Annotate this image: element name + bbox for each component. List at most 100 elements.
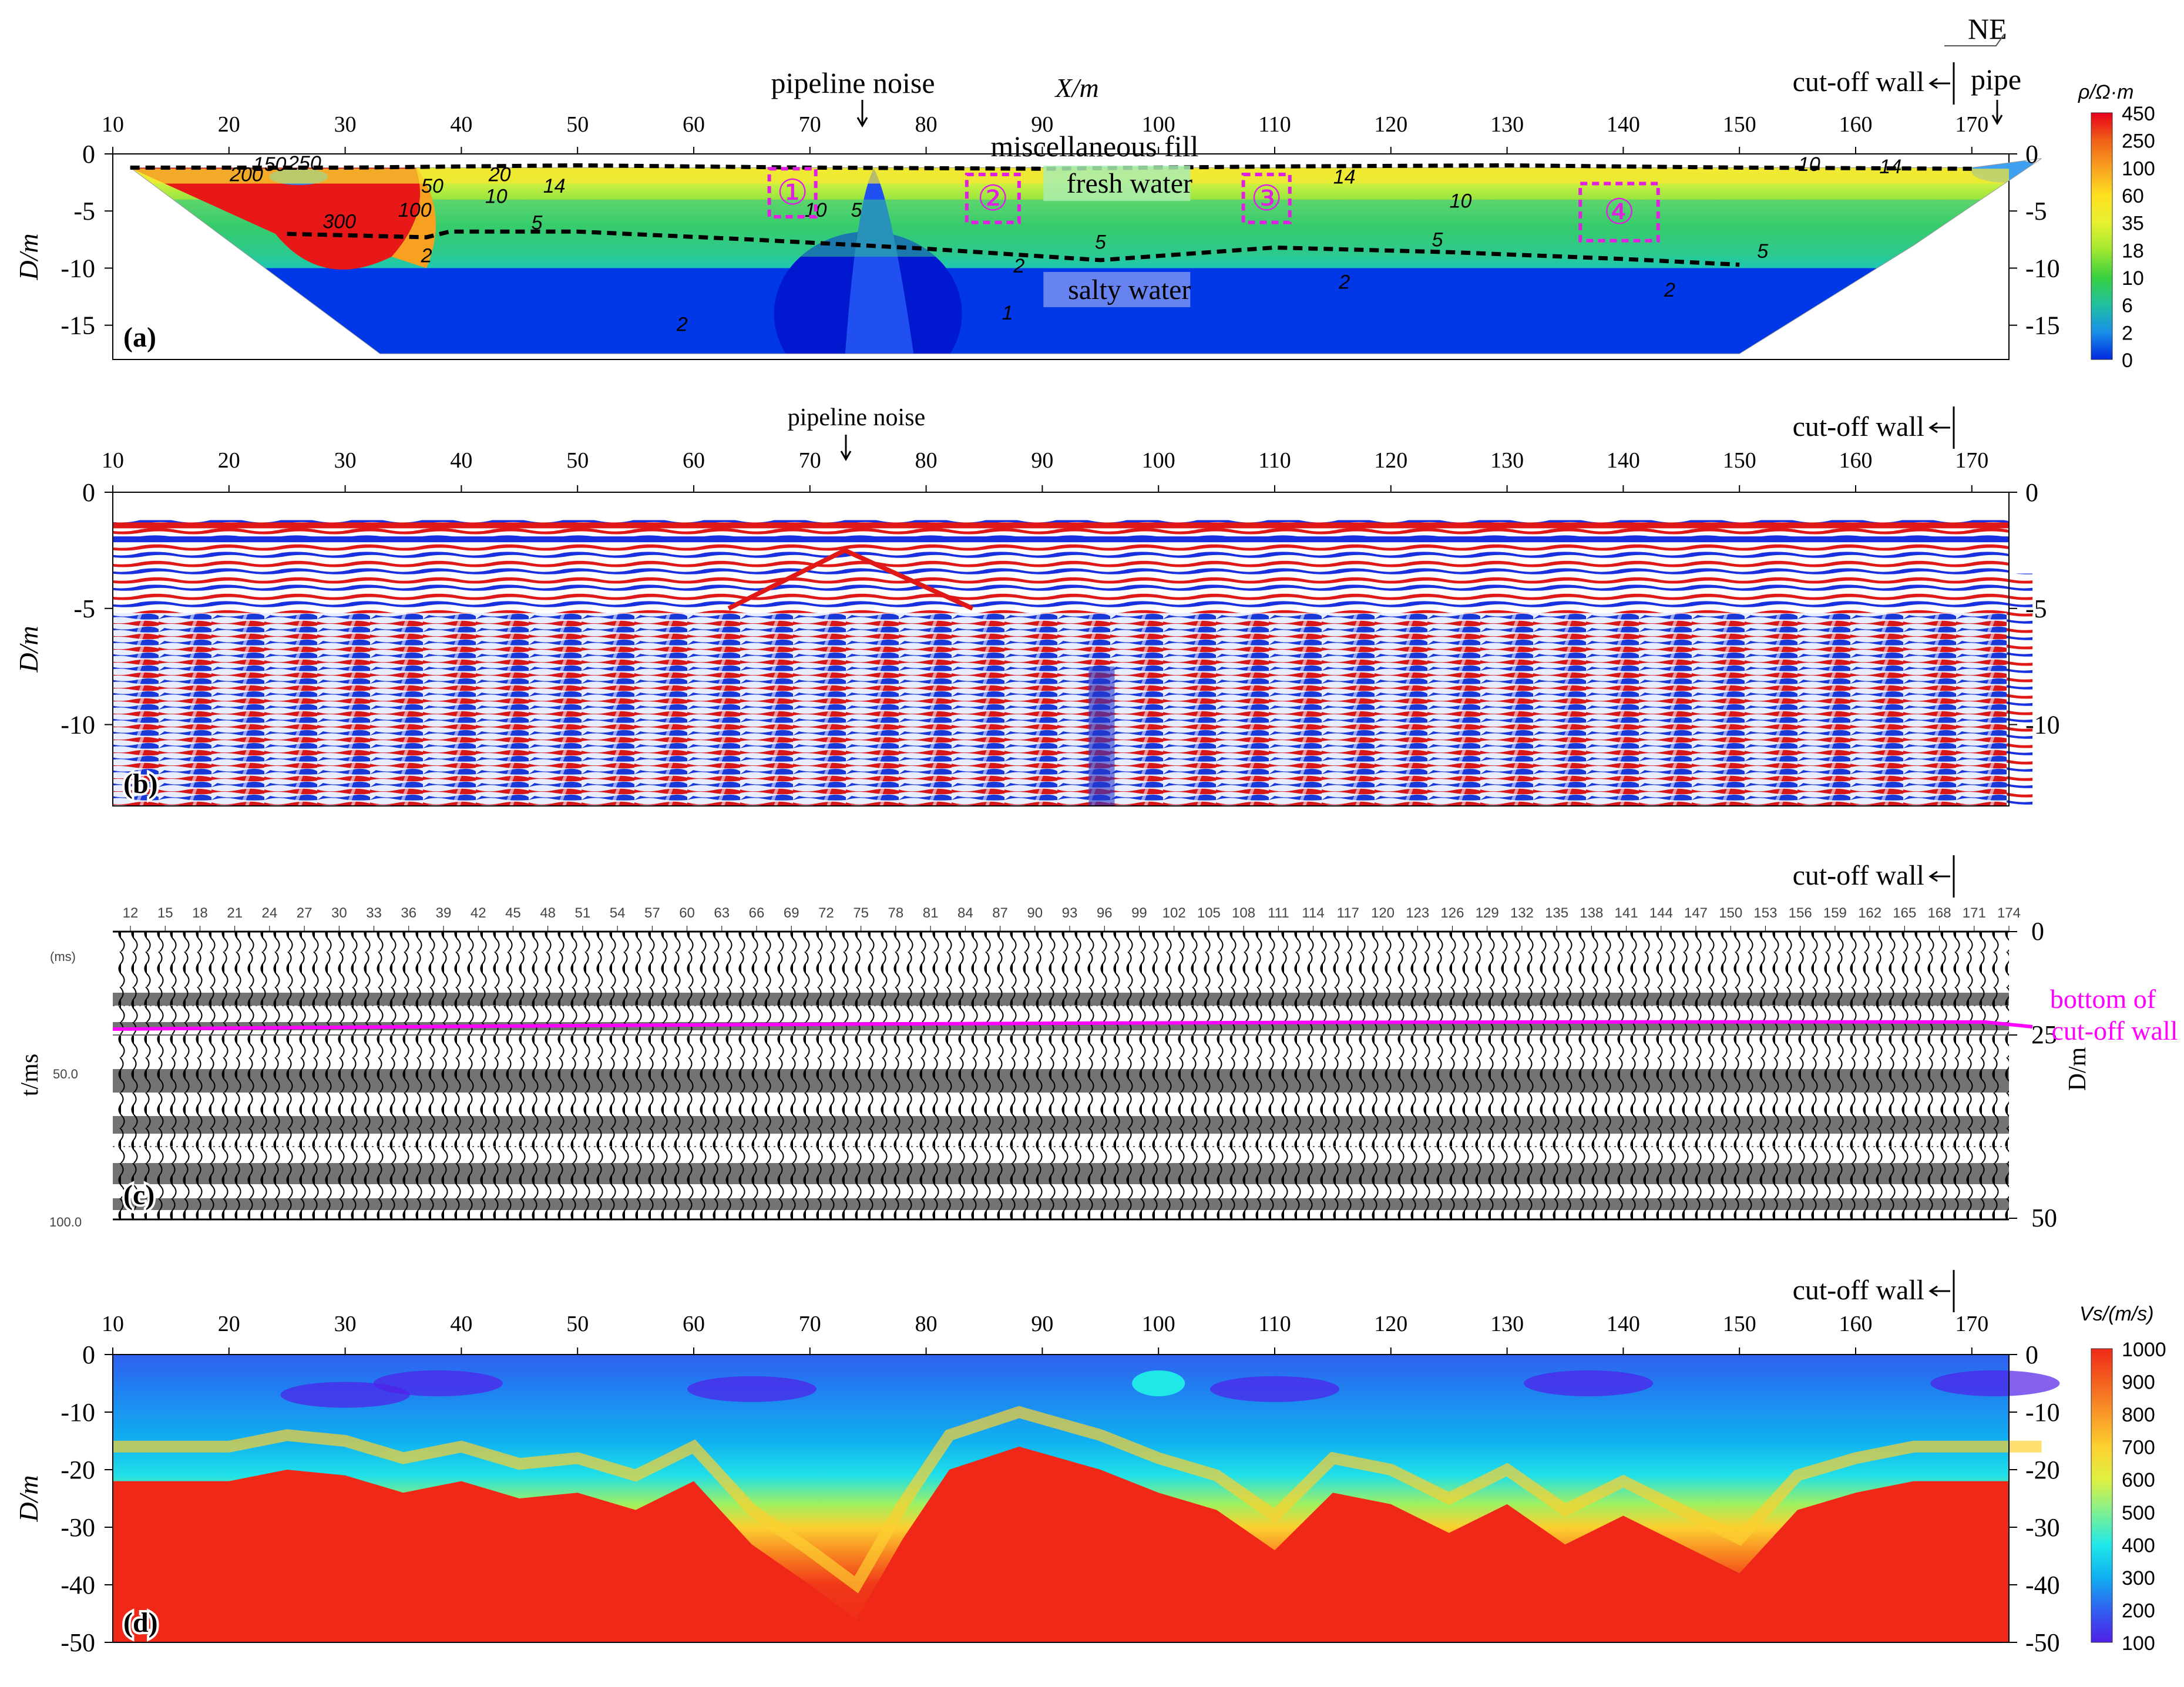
panel-b-xtick-label: 120 bbox=[1374, 448, 1407, 473]
panel-c-label: (c) bbox=[123, 1179, 154, 1211]
panel-c-event-band bbox=[113, 1163, 2009, 1184]
panel-d-cutoff-label: cut-off wall bbox=[1793, 1275, 1924, 1306]
panel-b-xtick-label: 30 bbox=[334, 448, 357, 473]
panel-d-low-velocity-blob bbox=[1210, 1376, 1339, 1402]
panel-b-frame bbox=[112, 492, 2010, 806]
panel-a-ytick-label-right: -10 bbox=[2025, 254, 2060, 283]
panel-b-xtick-label: 90 bbox=[1031, 448, 1053, 473]
panel-d-xtick-label: 140 bbox=[1607, 1312, 1640, 1336]
panel-d-bedrock bbox=[113, 1446, 2042, 1642]
panel-a-xtick-label: 110 bbox=[1258, 112, 1291, 137]
panel-a-contour-label: 14 bbox=[1879, 156, 1901, 178]
panel-c-trace-label: 117 bbox=[1337, 905, 1359, 921]
panel-c-trace-label: 36 bbox=[401, 905, 416, 921]
panel-a-contour-label: 14 bbox=[1333, 166, 1356, 189]
panel-a-contour-label: 100 bbox=[398, 199, 432, 221]
panel-a-contour-label: 50 bbox=[421, 175, 443, 197]
panel-a-xtick-label: 140 bbox=[1607, 112, 1640, 137]
panel-b-cutoff-label: cut-off wall bbox=[1793, 411, 1924, 442]
panel-c-bottom-label-1: bottom of bbox=[2050, 984, 2156, 1014]
panel-b-xtick-label: 40 bbox=[450, 448, 472, 473]
panel-a-salty-label: salty water bbox=[1068, 274, 1191, 305]
panel-d-xtick-label: 100 bbox=[1142, 1312, 1175, 1336]
panel-c-d-tick-label: 0 bbox=[2031, 917, 2044, 946]
panel-a-north-label: NE bbox=[1968, 12, 2007, 45]
panel-d-ytick-label-right: -20 bbox=[2025, 1456, 2060, 1484]
panel-b-xtick-label: 110 bbox=[1258, 448, 1291, 473]
panel-d-ytick-label-left: -40 bbox=[61, 1571, 95, 1599]
panel-a-xtick-label: 20 bbox=[218, 112, 240, 137]
panel-d-xtick-label: 10 bbox=[102, 1312, 124, 1336]
panel-a-contour-label: 2 bbox=[1664, 279, 1675, 301]
north-arrow-icon bbox=[1944, 33, 2005, 46]
panel-b-ytick-label-right: -5 bbox=[2025, 594, 2047, 623]
panel-a-xtick-label: 100 bbox=[1142, 112, 1175, 137]
panel-c-trace-label: 144 bbox=[1649, 905, 1673, 921]
panel-d-xtick-label: 160 bbox=[1839, 1312, 1873, 1336]
panel-d-label: (d) bbox=[123, 1607, 158, 1638]
panel-a-xtick-label: 30 bbox=[334, 112, 357, 137]
panel-c: 12 15 18 21 24 27 30 33 36 39 42 45 48 51 54 57 60 63 66 69… bbox=[16, 855, 2178, 1232]
panel-c-trace-label: 135 bbox=[1545, 905, 1568, 921]
panel-d-xtick-label: 60 bbox=[683, 1312, 705, 1336]
panel-a-anomaly-id: ① bbox=[777, 173, 808, 212]
panel-c-trace-label: 24 bbox=[262, 905, 278, 921]
panel-d-colorbar-tick-label: 200 bbox=[2122, 1599, 2155, 1622]
panel-c-trace-label: 162 bbox=[1858, 905, 1881, 921]
panel-d-colorbar-tick-label: 500 bbox=[2122, 1502, 2155, 1524]
panel-a-xtick-label: 130 bbox=[1490, 112, 1524, 137]
panel-a-fresh-label: fresh water bbox=[1066, 168, 1192, 199]
panel-a-xtick-label: 90 bbox=[1031, 112, 1053, 137]
panel-c-trace-label: 156 bbox=[1789, 905, 1812, 921]
panel-c-trace-label: 126 bbox=[1440, 905, 1464, 921]
panel-d-ytick-label-right: -50 bbox=[2025, 1628, 2060, 1657]
panel-d-colorbar-tick-label: 600 bbox=[2122, 1469, 2155, 1491]
panel-b-xtick-label: 170 bbox=[1955, 448, 1988, 473]
panel-a-contour-label: 300 bbox=[322, 210, 356, 233]
panel-d-colorbar-tick-label: 800 bbox=[2122, 1404, 2155, 1426]
panel-a-salt-boundary bbox=[287, 229, 1740, 267]
panel-d-ytick-label-left: -20 bbox=[61, 1456, 95, 1484]
panel-c-trace-label: 15 bbox=[157, 905, 173, 921]
panel-c-bottom-label-2: cut-off wall bbox=[2051, 1016, 2178, 1046]
panel-b-ytick-label-left: 0 bbox=[82, 478, 95, 507]
panel-a-colorbar-tick-label: 0 bbox=[2122, 350, 2133, 372]
panel-b-xtick-label: 100 bbox=[1142, 448, 1175, 473]
panel-b-wall-ringing bbox=[2007, 573, 2033, 806]
panel-a-ytick-label-right: -15 bbox=[2025, 311, 2060, 340]
panel-c-trace-label: 159 bbox=[1823, 905, 1847, 921]
panel-c-cutoff-label: cut-off wall bbox=[1793, 860, 1924, 891]
panel-a-colorbar-tick-label: 60 bbox=[2122, 185, 2144, 207]
panel-c-trace-label: 27 bbox=[297, 905, 313, 921]
panel-c-trace-label: 108 bbox=[1232, 905, 1255, 921]
panel-a-contour-label: 150 bbox=[253, 153, 287, 176]
panel-c-trace-label: 45 bbox=[505, 905, 521, 921]
panel-a-ytick-label-left: -5 bbox=[73, 197, 95, 226]
panel-a-contour-label: 200 bbox=[229, 164, 263, 186]
panel-c-trace-label: 174 bbox=[1997, 905, 2021, 921]
panel-a-fill-label: miscellaneous fill bbox=[990, 130, 1198, 163]
panel-a-xtick-label: 160 bbox=[1839, 112, 1873, 137]
panel-d-ytick-label-left: -10 bbox=[61, 1398, 95, 1427]
panel-d-xtick-label: 110 bbox=[1258, 1312, 1291, 1336]
panel-c-trace-label: 33 bbox=[366, 905, 382, 921]
panel-c-event-band bbox=[113, 993, 2009, 1006]
panel-b: 10 20 30 40 50 60 70 80 90 100 110 120 130 140 150 160 1… bbox=[14, 404, 2060, 806]
panel-a-contour-label: 5 bbox=[1095, 231, 1106, 253]
panel-a-xtick-label: 10 bbox=[102, 112, 124, 137]
panel-c-trace-label: 99 bbox=[1131, 905, 1147, 921]
panel-c-trace-label: 165 bbox=[1893, 905, 1916, 921]
panel-a-pipeline-arrow-head bbox=[856, 117, 868, 128]
panel-c-event-band bbox=[113, 1116, 2009, 1134]
panel-c-d-tick-label: 50 bbox=[2031, 1204, 2057, 1232]
panel-a-anomaly-box bbox=[767, 167, 818, 219]
panel-d-colorbar-label: Vs/(m/s) bbox=[2079, 1303, 2154, 1325]
panel-c-trace-label: 138 bbox=[1580, 905, 1603, 921]
panel-d-transition-band bbox=[113, 1406, 2042, 1594]
panel-d-low-velocity-blob bbox=[687, 1376, 817, 1402]
panel-a-xtick-label: 120 bbox=[1374, 112, 1407, 137]
panel-a-colorbar-tick-label: 10 bbox=[2122, 267, 2144, 290]
panel-c-cutoff-arrowhead bbox=[1928, 871, 1938, 882]
panel-d-cutoff-arrowhead bbox=[1928, 1285, 1938, 1297]
panel-a-contour-label: 2 bbox=[1013, 255, 1024, 277]
